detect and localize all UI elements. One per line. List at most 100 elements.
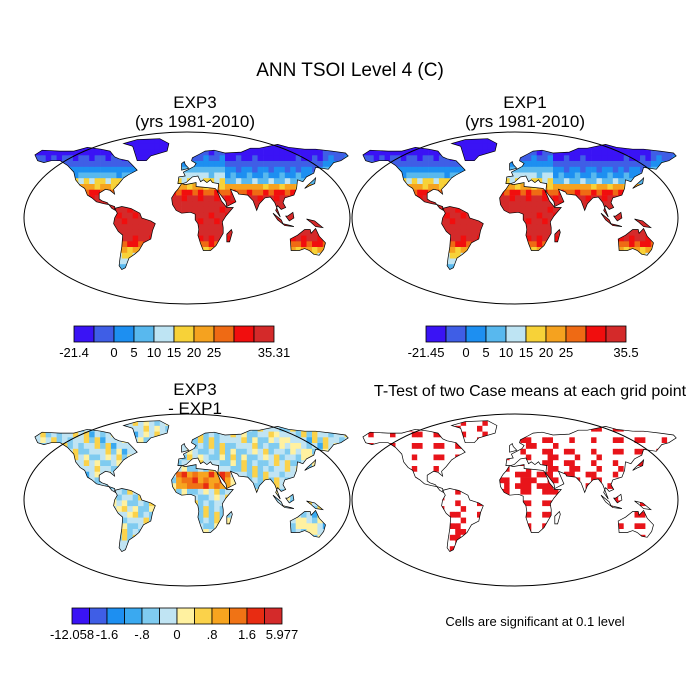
coastline-greenland: [122, 138, 170, 162]
coastline-greenland: [450, 420, 498, 444]
colorbar-difference: -12.058 -1.6 -.8 0 .8 1.6 5.977: [50, 607, 298, 642]
panel-diff-title: EXP3 - EXP1: [40, 380, 350, 418]
coastline-uk: [509, 443, 518, 453]
coastline-borneo: [285, 493, 295, 504]
coastline-southAmerica: [441, 206, 484, 271]
coastline-indonesia: [272, 212, 295, 227]
colorbar-swatch: [159, 607, 178, 625]
coastline-newGuinea: [306, 500, 324, 511]
colorbar-swatch: [141, 607, 160, 625]
panel-diff-title-line2: - EXP1: [168, 399, 222, 418]
colorbar-swatch: [565, 325, 587, 343]
colorbar-swatch: [505, 325, 527, 343]
coastline-indonesia: [600, 212, 623, 227]
coastline-eurasia: [177, 144, 349, 218]
coastline-uk: [509, 161, 518, 171]
colorbar-swatch: [485, 325, 507, 343]
colorbar-tick-label: 10: [147, 345, 161, 360]
coastline-southAmerica: [113, 488, 156, 553]
coastline-northAmerica: [34, 428, 138, 494]
colorbar-swatch: [133, 325, 155, 343]
colorbar-swatch: [176, 607, 195, 625]
coastline-africa: [171, 182, 234, 251]
colorbar-swatch: [73, 325, 95, 343]
coastline-japan: [632, 458, 645, 471]
colorbar-tick-label: -1.6: [96, 627, 118, 642]
colorbar-tick-label: 20: [539, 345, 553, 360]
colorbar-tick-label: -.8: [134, 627, 149, 642]
colorbar-swatch: [93, 325, 115, 343]
colorbar-swatch: [264, 607, 283, 625]
coastline-southAmerica: [441, 488, 484, 553]
coastline-africa: [499, 464, 562, 533]
colorbar-swatch: [229, 607, 248, 625]
colorbar-tick-label: 35.31: [258, 345, 291, 360]
coastline-eurasia: [505, 426, 677, 500]
coastline-northAmerica: [34, 146, 138, 212]
coastline-greenland: [122, 420, 170, 444]
significance-note: Cells are significant at 0.1 level: [445, 614, 625, 629]
coastline-madagascar: [226, 228, 233, 243]
coastline-northAmerica: [362, 146, 466, 212]
coastline-borneo: [285, 211, 295, 222]
coastline-uk: [181, 161, 190, 171]
colorbar-swatch: [445, 325, 467, 343]
coastline-africa: [499, 182, 562, 251]
coastline-eurasia: [505, 144, 677, 218]
coastline-newGuinea: [634, 218, 652, 229]
map-ttest: [351, 413, 679, 587]
coastline-japan: [632, 176, 645, 189]
colorbar-tick-label: 0: [173, 627, 180, 642]
coastline-japan: [304, 458, 317, 471]
coastline-madagascar: [226, 510, 233, 525]
colorbar-swatch: [106, 607, 125, 625]
colorbar-tick-label: 5: [482, 345, 489, 360]
colorbar-swatch: [253, 325, 275, 343]
colorbar-tick-label: .8: [207, 627, 218, 642]
colorbar-swatch: [153, 325, 175, 343]
panel-exp1-title-line1: EXP1: [503, 93, 547, 112]
colorbar-swatch: [545, 325, 567, 343]
coastline-borneo: [613, 211, 623, 222]
colorbar-tick-label: 5.977: [266, 627, 299, 642]
colorbar-swatch: [113, 325, 135, 343]
coastline-newGuinea: [634, 500, 652, 511]
colorbar-tick-label: 1.6: [238, 627, 256, 642]
panel-ttest-title: T-Test of two Case means at each grid po…: [373, 383, 687, 400]
colorbar-tick-label: 25: [207, 345, 221, 360]
colorbar-tick-label: 25: [559, 345, 573, 360]
coastline-borneo: [613, 493, 623, 504]
coastline-eurasia: [177, 426, 349, 500]
coastline-indonesia: [600, 494, 623, 509]
colorbar-tick-label: 20: [187, 345, 201, 360]
panel-diff-title-line1: EXP3: [173, 380, 217, 399]
map-border: [351, 131, 679, 305]
colorbar-swatch: [193, 325, 215, 343]
panel-exp3-title: EXP3 (yrs 1981-2010): [40, 93, 350, 131]
colorbar-swatch: [246, 607, 265, 625]
coastline-madagascar: [554, 510, 561, 525]
colorbar-swatch: [465, 325, 487, 343]
colorbar-swatch: [233, 325, 255, 343]
colorbar-swatch: [211, 607, 230, 625]
colorbar-swatch: [213, 325, 235, 343]
coastline-uk: [181, 443, 190, 453]
colorbar-swatch: [525, 325, 547, 343]
colorbar-swatch: [194, 607, 213, 625]
map-border: [351, 413, 679, 587]
map-difference: [23, 413, 351, 587]
colorbar-tick-label: 10: [499, 345, 513, 360]
coastline-australia: [617, 509, 654, 538]
colorbar-exp3: -21.4 0 5 10 15 20 25 35.31: [59, 325, 290, 360]
figure-title: ANN TSOI Level 4 (C): [256, 60, 444, 81]
colorbar-tick-label: 0: [110, 345, 117, 360]
colorbar-tick-label: -21.45: [408, 345, 445, 360]
colorbar-tick-label: -12.058: [50, 627, 94, 642]
panel-exp3-title-line1: EXP3: [173, 93, 217, 112]
coastline-japan: [304, 176, 317, 189]
map-border: [23, 413, 351, 587]
colorbar-exp1: -21.45 0 5 10 15 20 25 35.5: [408, 325, 639, 360]
coastline-australia: [289, 227, 326, 256]
coastline-africa: [171, 464, 234, 533]
colorbar-swatch: [71, 607, 90, 625]
